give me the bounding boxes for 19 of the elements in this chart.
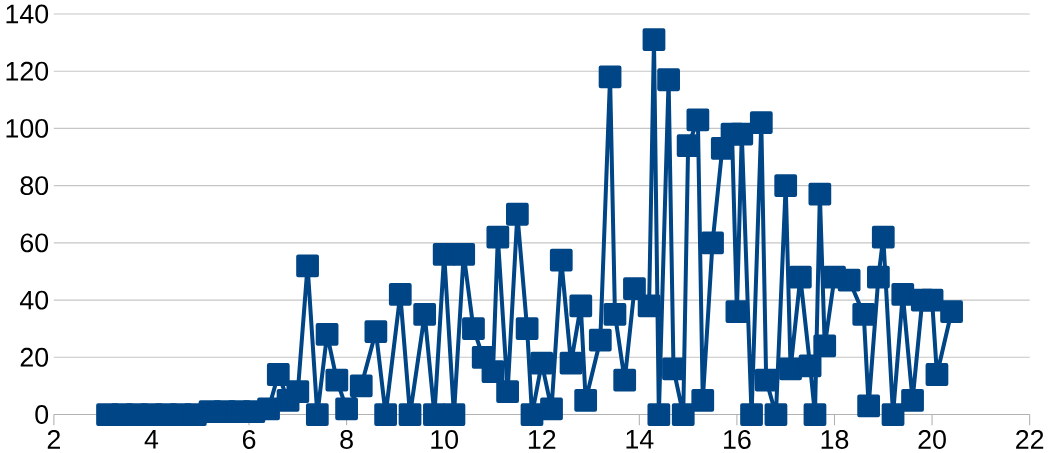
x-tick-label: 4 [144, 429, 159, 449]
y-tick-label: 80 [20, 175, 49, 195]
x-tick-label: 14 [626, 429, 654, 449]
x-tick-label: 12 [528, 429, 556, 449]
x-tick-label: 2 [47, 429, 60, 449]
x-tick-label: 8 [340, 429, 353, 449]
y-tick-label: 40 [19, 290, 49, 310]
y-tick-label: 0 [35, 404, 49, 424]
x-tick-label: 6 [242, 429, 256, 449]
y-tick-label: 100 [6, 118, 49, 138]
y-tick-label: 20 [20, 347, 49, 367]
x-tick-label: 16 [724, 429, 751, 449]
y-tick-label: 120 [6, 61, 49, 81]
x-tick-label: 18 [821, 429, 849, 449]
y-tick-label: 60 [20, 233, 49, 253]
x-tick-label: 22 [1016, 429, 1044, 449]
x-tick-label: 10 [431, 429, 459, 449]
y-tick-label: 140 [6, 4, 49, 24]
x-tick-label: 20 [918, 429, 946, 449]
